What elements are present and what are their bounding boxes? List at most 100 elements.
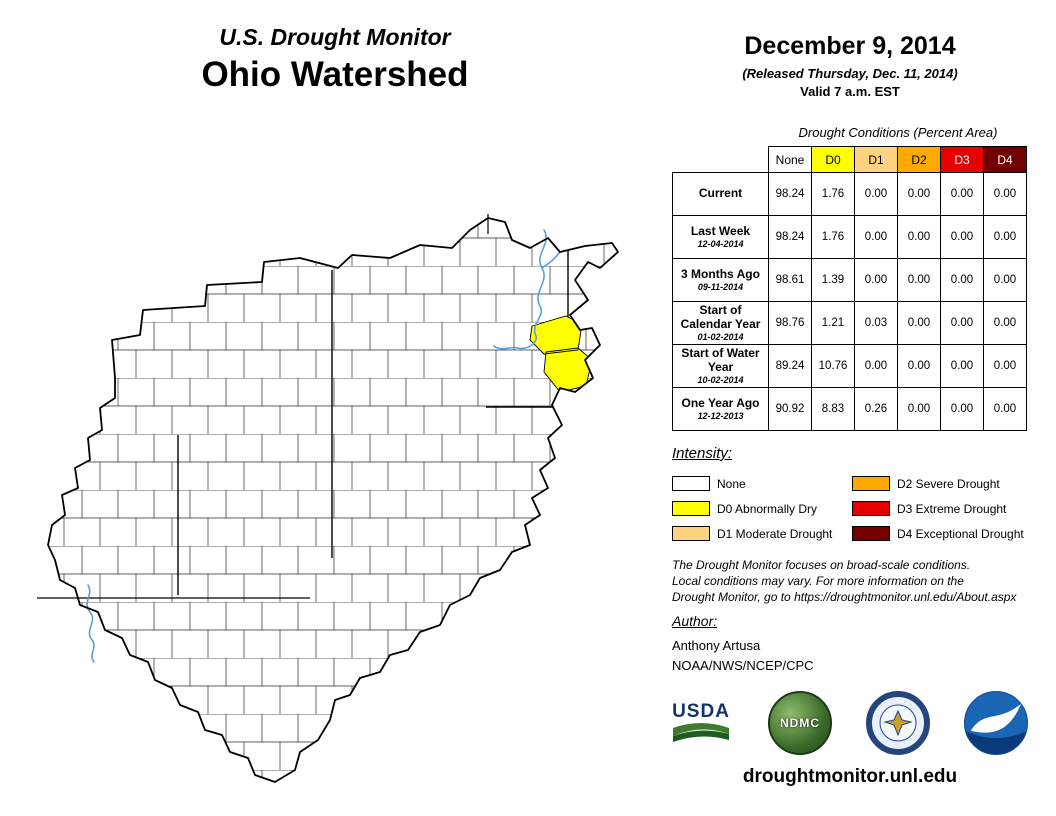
cell-value: 8.83 (811, 387, 855, 431)
d0-swatch (672, 501, 710, 516)
row-label: Start of Calendar Year 01-02-2014 (672, 301, 769, 345)
cell-value: 0.00 (940, 344, 984, 388)
noaa-logo (964, 691, 1028, 755)
author-name: Anthony Artusa (672, 638, 761, 653)
legend-item-d2: D2 Severe Drought (852, 471, 1032, 496)
legend-title: Intensity: (672, 445, 733, 462)
cell-value: 0.00 (940, 215, 984, 259)
footer-url: droughtmonitor.unl.edu (742, 766, 958, 787)
usda-logo: USDA (668, 702, 734, 745)
usda-logo-text: USDA (672, 700, 730, 722)
river-lines (86, 229, 561, 663)
cell-value: 0.00 (940, 172, 984, 216)
author-block: Author: Anthony Artusa NOAA/NWS/NCEP/CPC (672, 613, 814, 673)
d2-swatch (852, 476, 890, 491)
date-block: December 9, 2014 (Released Thursday, Dec… (672, 32, 1028, 99)
table-corner (672, 146, 769, 173)
valid-time: Valid 7 a.m. EST (800, 84, 900, 99)
disclaimer-line: The Drought Monitor focuses on broad-sca… (672, 558, 971, 572)
row-label: Last Week 12-04-2014 (672, 215, 769, 259)
cell-value: 98.24 (768, 215, 812, 259)
usda-field-icon (673, 722, 729, 742)
row-label: One Year Ago 12-12-2013 (672, 387, 769, 431)
noaa-bird-icon (965, 703, 1027, 754)
cell-value: 1.76 (811, 172, 855, 216)
column-header-d2: D2 (897, 146, 941, 173)
state-border-lines (177, 245, 614, 595)
disclaimer: The Drought Monitor focuses on broad-sca… (672, 557, 1042, 606)
cell-value: 98.61 (768, 258, 812, 302)
row-label: Current (672, 172, 769, 216)
legend-item-d3: D3 Extreme Drought (852, 496, 1032, 521)
release-date: (Released Thursday, Dec. 11, 2014) (742, 66, 958, 81)
disclaimer-line: Drought Monitor, go to https://droughtmo… (672, 590, 1017, 605)
cell-value: 0.00 (983, 172, 1027, 216)
cell-value: 0.00 (854, 344, 898, 388)
disclaimer-line: Local conditions may vary. For more info… (672, 574, 964, 589)
cell-value: 0.00 (897, 258, 941, 302)
table-row-start-water-year: Start of Water Year 10-02-2014 89.24 10.… (672, 344, 1027, 388)
drought-conditions-table: None D0 D1 D2 D3 D4 Current 98.24 1.76 0… (672, 146, 1027, 431)
cell-value: 0.00 (983, 301, 1027, 345)
commerce-eagle-icon (879, 704, 917, 742)
d3-swatch (852, 501, 890, 516)
column-header-d1: D1 (854, 146, 898, 173)
cell-value: 0.00 (897, 387, 941, 431)
cell-value: 98.24 (768, 172, 812, 216)
cell-value: 10.76 (811, 344, 855, 388)
legend-grid: None D0 Abnormally Dry D1 Moderate Droug… (672, 471, 1032, 546)
logo-row: USDA NDMC (668, 688, 1028, 758)
cell-value: 0.00 (983, 344, 1027, 388)
table-row-one-year-ago: One Year Ago 12-12-2013 90.92 8.83 0.26 … (672, 387, 1027, 431)
cell-value: 98.76 (768, 301, 812, 345)
cell-value: 0.03 (854, 301, 898, 345)
map-date: December 9, 2014 (744, 32, 956, 60)
page-title: Ohio Watershed (201, 55, 469, 94)
table-row-last-week: Last Week 12-04-2014 98.24 1.76 0.00 0.0… (672, 215, 1027, 259)
monitor-kicker: U.S. Drought Monitor (219, 24, 451, 50)
table-row-start-calendar-year: Start of Calendar Year 01-02-2014 98.76 … (672, 301, 1027, 345)
row-label: Start of Water Year 10-02-2014 (672, 344, 769, 388)
cell-value: 0.00 (897, 344, 941, 388)
commerce-seal-icon (866, 691, 930, 755)
cell-value: 0.00 (897, 172, 941, 216)
legend: Intensity: None D0 Abnormally Dry D1 Mod… (672, 445, 1032, 546)
cell-value: 1.21 (811, 301, 855, 345)
author-org: NOAA/NWS/NCEP/CPC (672, 658, 814, 673)
title-block: U.S. Drought Monitor Ohio Watershed (80, 24, 590, 95)
cell-value: 1.39 (811, 258, 855, 302)
cell-value: 0.00 (983, 215, 1027, 259)
cell-value: 0.26 (854, 387, 898, 431)
cell-value: 0.00 (983, 387, 1027, 431)
legend-item-d0: D0 Abnormally Dry (672, 496, 852, 521)
d4-swatch (852, 526, 890, 541)
legend-item-d1: D1 Moderate Drought (672, 521, 852, 546)
column-header-d0: D0 (811, 146, 855, 173)
ndmc-logo: NDMC (768, 691, 832, 755)
legend-item-d4: D4 Exceptional Drought (852, 521, 1032, 546)
ohio-watershed-map (28, 210, 668, 802)
author-heading: Author: (672, 613, 718, 629)
table-header-row: None D0 D1 D2 D3 D4 (672, 146, 1027, 173)
d1-swatch (672, 526, 710, 541)
table-row-3-months-ago: 3 Months Ago 09-11-2014 98.61 1.39 0.00 … (672, 258, 1027, 302)
column-header-d4: D4 (983, 146, 1027, 173)
cell-value: 0.00 (854, 258, 898, 302)
ndmc-logo-text: NDMC (780, 716, 820, 730)
legend-item-none: None (672, 471, 852, 496)
cell-value: 1.76 (811, 215, 855, 259)
cell-value: 0.00 (897, 301, 941, 345)
watershed-map-svg (37, 214, 619, 783)
column-header-d3: D3 (940, 146, 984, 173)
cell-value: 90.92 (768, 387, 812, 431)
cell-value: 0.00 (940, 258, 984, 302)
table-caption: Drought Conditions (Percent Area) (798, 125, 998, 140)
cell-value: 0.00 (897, 215, 941, 259)
none-swatch (672, 476, 710, 491)
cell-value: 0.00 (940, 387, 984, 431)
column-header-none: None (768, 146, 812, 173)
cell-value: 89.24 (768, 344, 812, 388)
table-row-current: Current 98.24 1.76 0.00 0.00 0.00 0.00 (672, 172, 1027, 216)
cell-value: 0.00 (854, 172, 898, 216)
